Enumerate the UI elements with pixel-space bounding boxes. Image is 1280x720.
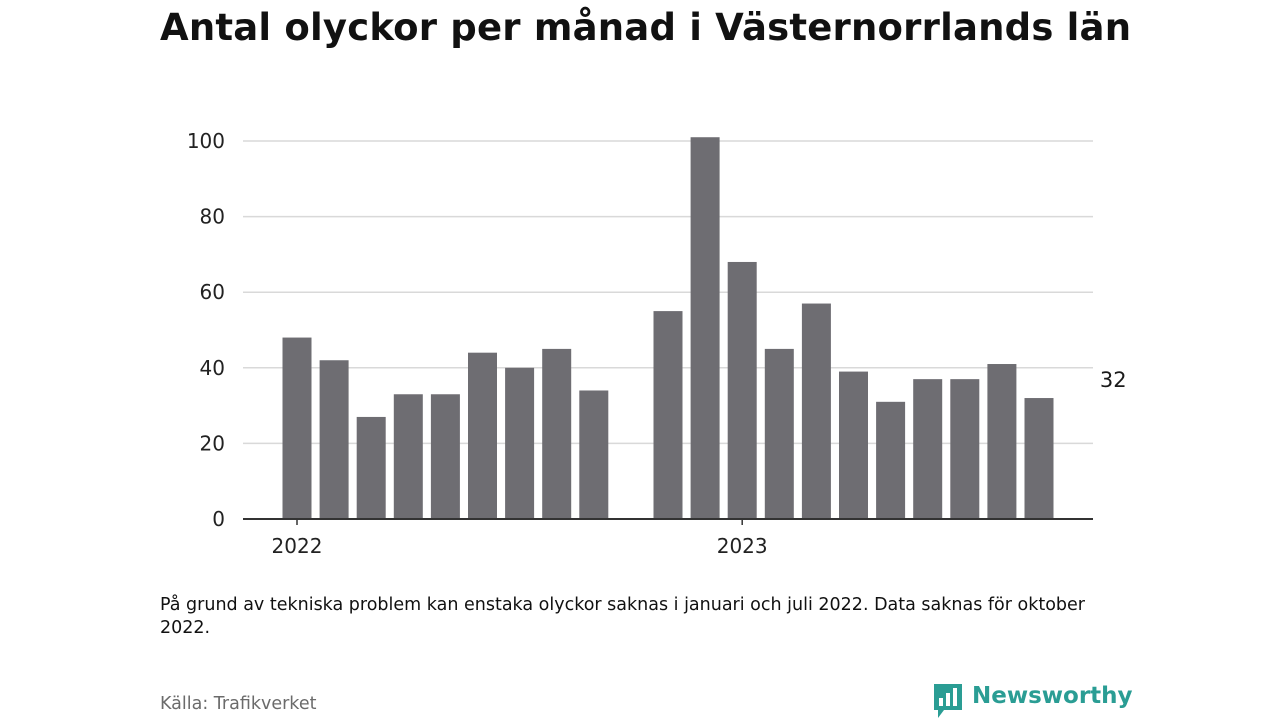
- y-tick-label: 40: [200, 356, 225, 380]
- bar-2023-03: [801, 303, 831, 519]
- bar-2022-05: [430, 394, 460, 519]
- bar-chart: 0 20 40 60 80 100 32 2022 2023: [187, 129, 1127, 558]
- y-axis: 0 20 40 60 80 100: [187, 129, 225, 531]
- data-labels: 32: [1100, 368, 1127, 392]
- data-label-2023-11: 32: [1100, 368, 1127, 392]
- source-credit: Källa: Trafikverket: [160, 694, 317, 714]
- x-tick-label: 2023: [717, 534, 768, 558]
- bar-2022-01: [282, 337, 312, 519]
- bar-2023-05: [876, 401, 906, 519]
- x-axis: 2022 2023: [272, 519, 768, 558]
- bar-2022-02: [319, 360, 349, 519]
- bar-2023-04: [839, 371, 868, 519]
- bars: [282, 137, 1054, 519]
- bar-2022-07: [505, 367, 535, 519]
- bar-2023-01: [727, 261, 757, 519]
- bar-2022-11: [653, 311, 683, 519]
- y-tick-label: 80: [200, 205, 225, 229]
- bar-2022-04: [393, 394, 423, 519]
- y-tick-label: 60: [200, 280, 225, 304]
- x-tick-label: 2022: [272, 534, 323, 558]
- y-tick-label: 20: [200, 431, 225, 455]
- bar-2023-09: [1024, 398, 1054, 519]
- bar-2023-08: [987, 364, 1017, 519]
- chart-note: På grund av tekniska problem kan enstaka…: [160, 595, 1085, 638]
- bar-2022-09: [579, 390, 609, 519]
- chart-title: Antal olyckor per månad i Västernorrland…: [160, 6, 1132, 49]
- y-tick-label: 100: [187, 129, 225, 153]
- bar-2022-03: [356, 416, 386, 519]
- y-tick-label: 0: [212, 507, 225, 531]
- bar-2022-08: [542, 348, 572, 519]
- bar-chart-speech-bubble-icon: [934, 684, 962, 718]
- bar-2023-07: [950, 379, 980, 519]
- bar-2023-06: [913, 379, 943, 519]
- newsworthy-logo: Newsworthy: [932, 682, 1133, 720]
- bar-2022-06: [468, 352, 497, 519]
- brand-name: Newsworthy: [972, 683, 1133, 709]
- bar-2022-12: [690, 137, 720, 519]
- bar-2023-02: [764, 348, 794, 519]
